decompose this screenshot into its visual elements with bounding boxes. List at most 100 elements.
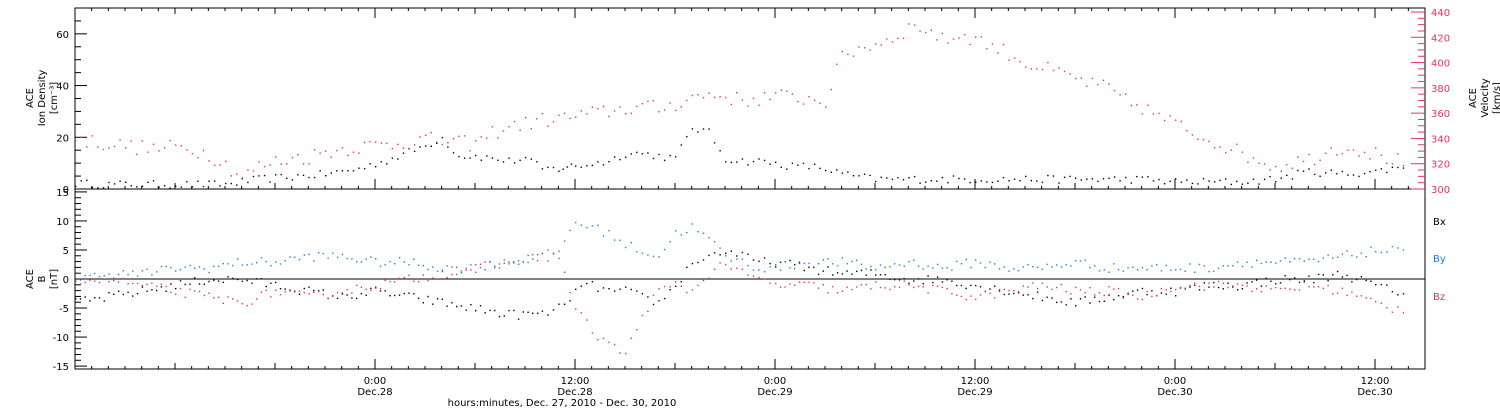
bx-point	[569, 300, 571, 302]
by-point	[769, 266, 771, 268]
velocity-point	[1002, 43, 1005, 46]
velocity-point	[580, 110, 582, 112]
bx-point	[1079, 298, 1082, 300]
velocity-point	[830, 88, 832, 91]
bz-point	[1386, 307, 1388, 309]
by-point	[322, 252, 324, 255]
bz-point	[922, 286, 924, 288]
velocity-point	[86, 146, 88, 148]
bx-point	[484, 312, 486, 314]
by-point	[1170, 269, 1172, 271]
by-point	[1279, 260, 1282, 262]
bx-point	[763, 257, 766, 259]
ion-density-point	[1286, 174, 1288, 176]
bz-point	[484, 261, 486, 263]
bx-point	[246, 279, 248, 282]
velocity-point	[1236, 143, 1238, 145]
ion-density-point	[725, 161, 727, 163]
ion-density-point	[808, 167, 810, 170]
bx-point	[517, 318, 520, 320]
bz-point	[417, 280, 420, 283]
ion-density-point	[186, 181, 188, 183]
bx-point	[686, 266, 688, 268]
by-point	[758, 269, 760, 271]
ion-density-point	[630, 153, 632, 155]
bz-point	[619, 352, 621, 354]
velocity-point	[647, 100, 649, 103]
by-point	[94, 272, 96, 275]
by-point	[575, 221, 577, 224]
by-point	[1051, 266, 1053, 268]
ion-density-point	[230, 182, 232, 185]
bx-point	[1380, 283, 1382, 286]
bx-point	[619, 288, 621, 290]
x-tick-time-label: 0:00	[1164, 376, 1186, 387]
by-point	[336, 256, 339, 259]
bz-point	[946, 288, 948, 290]
ion-density-point	[675, 156, 677, 158]
bx-point	[1217, 286, 1220, 289]
bx-point	[630, 288, 632, 291]
bz-point	[903, 280, 905, 282]
velocity-point	[686, 99, 688, 102]
by-point	[1217, 267, 1220, 269]
by-point	[730, 260, 732, 262]
bz-point	[494, 267, 496, 269]
ion-density-point	[680, 144, 682, 146]
by-point	[680, 234, 682, 236]
velocity-point	[625, 113, 627, 115]
velocity-point	[1230, 149, 1232, 151]
velocity-point	[1352, 149, 1355, 151]
by-point	[691, 223, 694, 225]
velocity-point	[1180, 120, 1182, 123]
ion-density-point	[1197, 183, 1199, 185]
bx-point	[1303, 280, 1305, 282]
ion-density-point	[391, 157, 394, 159]
velocity-point	[763, 92, 766, 94]
bz-point	[1189, 284, 1191, 287]
by-point	[203, 268, 205, 270]
velocity-point	[436, 141, 438, 143]
bz-point	[336, 291, 339, 294]
velocity-point	[102, 148, 105, 151]
ion-density-point	[336, 170, 338, 172]
velocity-point	[1102, 79, 1105, 81]
ion-density-point	[736, 161, 738, 163]
velocity-point	[808, 96, 810, 98]
bx-point	[1294, 277, 1296, 279]
ion-density-point	[1119, 180, 1121, 182]
bz-point	[279, 293, 282, 296]
bx-point	[322, 289, 324, 291]
bx-point	[558, 303, 560, 305]
bz-point	[817, 287, 820, 289]
velocity-point	[319, 152, 321, 154]
by-point	[763, 271, 766, 273]
by-point	[275, 261, 277, 263]
bz-point	[1079, 289, 1082, 291]
velocity-point	[652, 100, 655, 102]
bz-point	[917, 285, 920, 288]
velocity-point	[1386, 162, 1388, 164]
by-point	[879, 264, 882, 266]
bx-point	[508, 309, 510, 312]
velocity-point	[997, 52, 999, 54]
bz-point	[446, 277, 448, 279]
ion-density-point	[1136, 175, 1138, 178]
bz-point	[994, 297, 996, 299]
bx-point	[460, 305, 463, 307]
velocity-point	[1402, 165, 1405, 167]
bx-point	[279, 288, 282, 290]
bz-point	[1236, 283, 1239, 285]
ion-density-point	[1225, 178, 1227, 180]
velocity-point	[586, 113, 588, 115]
velocity-point	[313, 149, 316, 151]
bx-point	[532, 312, 534, 314]
ion-density-point	[458, 155, 460, 158]
bx-point	[108, 292, 110, 294]
by-point	[494, 265, 496, 267]
bx-point	[1298, 281, 1301, 284]
by-point	[1227, 265, 1229, 267]
by-point	[1194, 271, 1196, 273]
ion-density-point	[963, 178, 966, 180]
ion-density-point	[1402, 167, 1405, 169]
